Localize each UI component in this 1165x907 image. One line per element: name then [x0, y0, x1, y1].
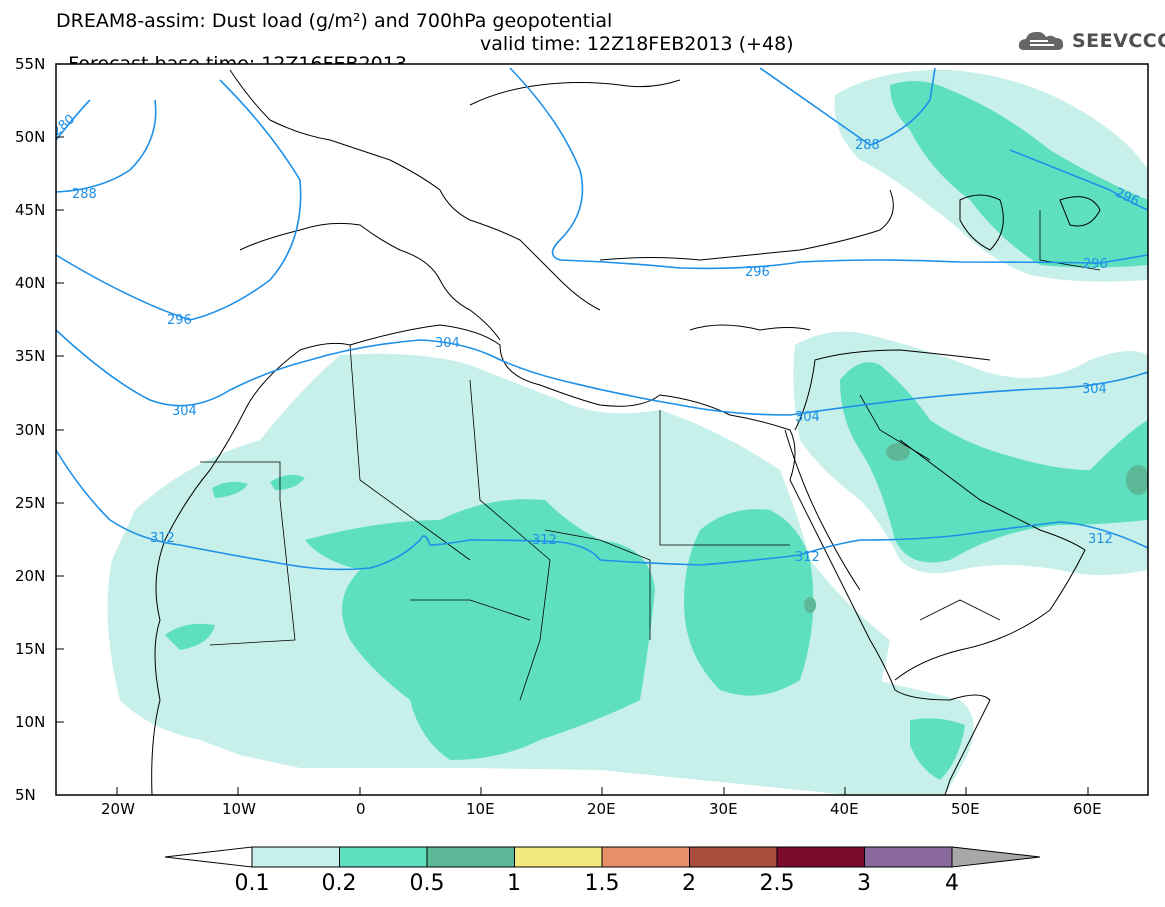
contour-label: 312 — [532, 533, 557, 548]
lon-label: 30E — [709, 800, 738, 818]
lat-ticks — [56, 63, 64, 796]
lon-label: 10W — [222, 800, 256, 818]
colorbar-label: 0.5 — [409, 871, 445, 896]
colorbar-swatch — [514, 846, 603, 868]
lon-label: 20W — [101, 800, 135, 818]
lat-label: 40N — [15, 274, 46, 292]
seevccc-logo: SEEVCCC — [1016, 26, 1165, 56]
contour-label: 304 — [1082, 382, 1107, 397]
lat-label: 20N — [15, 567, 46, 585]
contour-label: 304 — [795, 410, 820, 425]
colorbar-swatch — [426, 846, 515, 868]
colorbar-label: 3 — [857, 871, 871, 896]
contour-label: 312 — [150, 531, 175, 546]
colorbar-label: 4 — [945, 871, 959, 896]
coastlines — [151, 69, 1101, 795]
colorbar-swatch — [251, 846, 340, 868]
colorbar-swatch — [601, 846, 690, 868]
contour-label: 296 — [1083, 257, 1108, 272]
geopotential-contours — [56, 67, 1148, 571]
contour-label: 296 — [167, 313, 192, 328]
contour-label: 304 — [435, 336, 460, 351]
country-borders — [200, 210, 1101, 701]
cloud-icon — [1018, 31, 1064, 50]
lon-label: 50E — [951, 800, 980, 818]
lat-label: 55N — [15, 55, 46, 73]
colorbar-swatch — [689, 846, 778, 868]
colorbar-upper-arrow — [951, 846, 1041, 868]
contour-label: 288 — [855, 138, 880, 153]
lon-label: 20E — [587, 800, 616, 818]
lat-label: 50N — [15, 128, 46, 146]
map-plot-area: 280 288 288 296 296 296 296 304 304 304 … — [56, 64, 1148, 795]
colorbar-label: 1 — [507, 871, 521, 896]
lat-label: 5N — [15, 786, 36, 804]
lat-label: 25N — [15, 494, 46, 512]
contour-label: 296 — [745, 265, 770, 280]
colorbar-swatch — [776, 846, 865, 868]
lon-label: 10E — [466, 800, 495, 818]
lat-label: 30N — [15, 421, 46, 439]
contour-label: 312 — [1088, 532, 1113, 547]
colorbar-swatch — [864, 846, 953, 868]
colorbar-label: 0.2 — [321, 871, 357, 896]
colorbar-label: 2.5 — [759, 871, 795, 896]
valid-time-label: valid time: 12Z18FEB2013 (+48) — [480, 33, 794, 55]
colorbar-label: 2 — [682, 871, 696, 896]
colorbar-label: 0.1 — [234, 871, 270, 896]
map-title: DREAM8-assim: Dust load (g/m²) and 700hP… — [56, 10, 613, 32]
lat-label: 35N — [15, 347, 46, 365]
colorbar-label: 1.5 — [584, 871, 620, 896]
colorbar — [164, 846, 1041, 868]
lon-label: 60E — [1073, 800, 1102, 818]
lat-label: 15N — [15, 640, 46, 658]
contour-label: 288 — [72, 187, 97, 202]
contour-label: 304 — [172, 404, 197, 419]
lon-label: 40E — [830, 800, 859, 818]
contour-label: 312 — [795, 550, 820, 565]
dust-level-0.5 — [804, 443, 1148, 613]
dust-level-0.2 — [165, 81, 1148, 780]
lat-label: 10N — [15, 713, 46, 731]
lon-label: 0 — [356, 800, 366, 818]
colorbar-lower-arrow — [164, 846, 253, 868]
logo-text: SEEVCCC — [1072, 30, 1165, 52]
colorbar-swatch — [339, 846, 428, 868]
lat-label: 45N — [15, 201, 46, 219]
lon-ticks — [116, 787, 1089, 795]
